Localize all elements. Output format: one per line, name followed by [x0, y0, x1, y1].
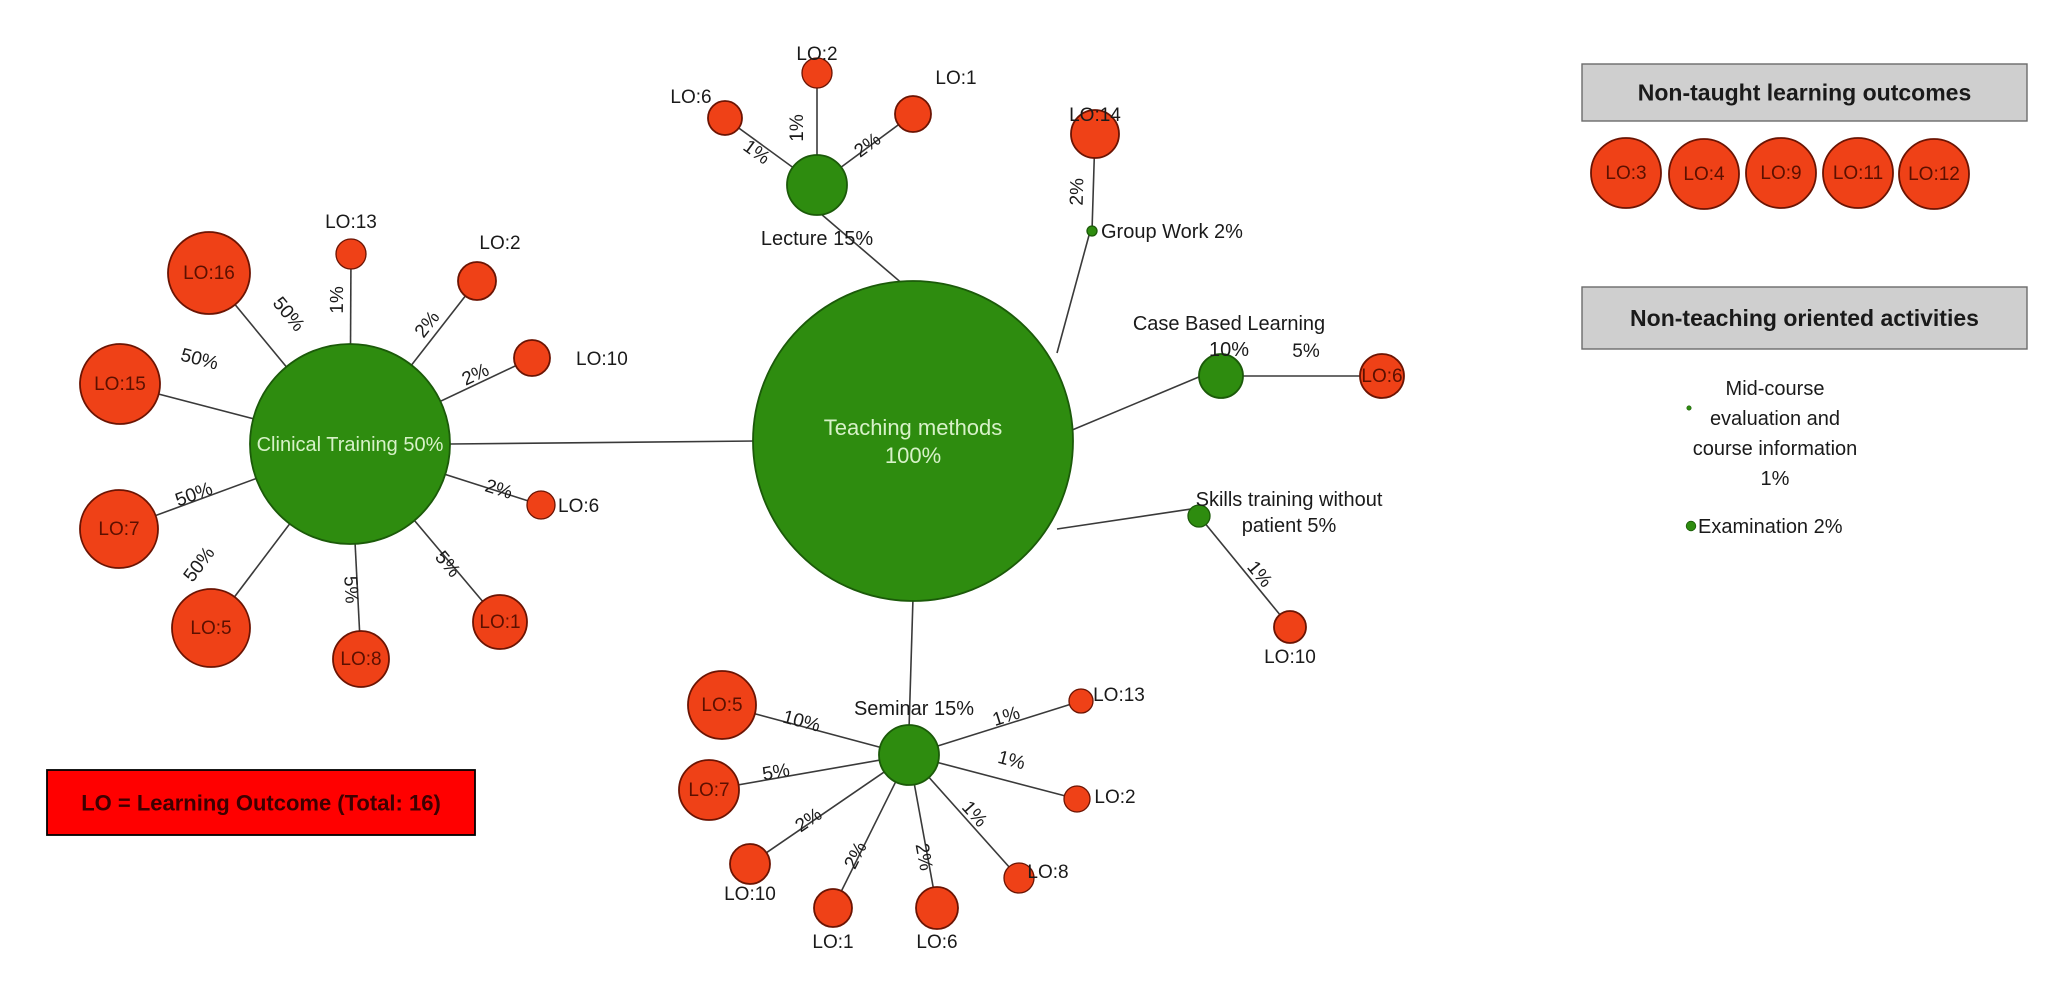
- svg-text:LO:6: LO:6: [558, 496, 599, 517]
- svg-text:1%: 1%: [787, 114, 808, 142]
- svg-text:LO:1: LO:1: [935, 68, 976, 89]
- svg-text:Non-taught learning outcomes: Non-taught learning outcomes: [1638, 80, 1972, 106]
- svg-text:LO:5: LO:5: [190, 618, 231, 639]
- svg-text:50%: 50%: [173, 478, 216, 511]
- svg-text:LO:6: LO:6: [1361, 366, 1402, 387]
- svg-text:LO:14: LO:14: [1069, 105, 1121, 126]
- svg-text:2%: 2%: [911, 842, 937, 873]
- svg-text:2%: 2%: [841, 838, 872, 872]
- svg-text:2%: 2%: [459, 360, 493, 391]
- svg-text:LO:13: LO:13: [1093, 685, 1145, 706]
- svg-text:5%: 5%: [1292, 341, 1320, 362]
- svg-text:Case Based Learning: Case Based Learning: [1133, 313, 1325, 335]
- svg-text:50%: 50%: [180, 543, 220, 586]
- svg-text:10%: 10%: [780, 707, 822, 737]
- svg-text:LO:6: LO:6: [916, 932, 957, 953]
- svg-text:Lecture 15%: Lecture 15%: [761, 228, 874, 250]
- svg-text:LO:6: LO:6: [670, 87, 711, 108]
- svg-text:LO:9: LO:9: [1760, 163, 1801, 184]
- svg-text:LO:3: LO:3: [1605, 163, 1646, 184]
- svg-text:LO:2: LO:2: [796, 44, 837, 65]
- svg-text:Non-teaching oriented activiti: Non-teaching oriented activities: [1630, 305, 1979, 331]
- svg-text:LO:8: LO:8: [1027, 862, 1068, 883]
- svg-text:LO:5: LO:5: [701, 695, 742, 716]
- svg-text:1%: 1%: [995, 747, 1027, 774]
- svg-text:LO = Learning Outcome (Total:: LO = Learning Outcome (Total: 16): [81, 791, 441, 816]
- svg-text:LO:2: LO:2: [479, 233, 520, 254]
- svg-text:2%: 2%: [411, 307, 445, 342]
- svg-text:course information: course information: [1693, 438, 1858, 460]
- svg-text:LO:16: LO:16: [183, 263, 235, 284]
- svg-text:Teaching methods: Teaching methods: [824, 415, 1003, 440]
- svg-text:LO:10: LO:10: [724, 884, 776, 905]
- svg-text:1%: 1%: [327, 286, 348, 314]
- svg-text:LO:11: LO:11: [1833, 163, 1883, 184]
- svg-text:1%: 1%: [957, 797, 991, 832]
- svg-text:LO:7: LO:7: [688, 780, 729, 801]
- svg-text:1%: 1%: [1242, 557, 1276, 592]
- svg-text:2%: 2%: [482, 476, 515, 504]
- svg-text:patient 5%: patient 5%: [1242, 515, 1337, 537]
- svg-text:Seminar 15%: Seminar 15%: [854, 698, 974, 720]
- svg-text:LO:10: LO:10: [1264, 647, 1316, 668]
- svg-text:Examination 2%: Examination 2%: [1698, 516, 1843, 538]
- svg-text:LO:2: LO:2: [1094, 787, 1135, 808]
- svg-text:5%: 5%: [430, 547, 464, 582]
- svg-text:50%: 50%: [178, 345, 220, 375]
- svg-text:LO:7: LO:7: [98, 519, 139, 540]
- svg-text:Clinical Training 50%: Clinical Training 50%: [257, 434, 444, 456]
- svg-text:100%: 100%: [885, 443, 941, 468]
- svg-text:LO:12: LO:12: [1908, 164, 1960, 185]
- svg-text:5%: 5%: [339, 575, 361, 604]
- svg-text:1%: 1%: [739, 136, 774, 169]
- svg-text:5%: 5%: [761, 760, 792, 785]
- svg-text:LO:8: LO:8: [340, 649, 381, 670]
- svg-text:2%: 2%: [1067, 178, 1089, 206]
- svg-text:Group Work 2%: Group Work 2%: [1101, 221, 1243, 243]
- svg-text:LO:10: LO:10: [576, 349, 628, 370]
- svg-text:Mid-course: Mid-course: [1726, 378, 1825, 400]
- svg-text:Skills training without: Skills training without: [1196, 489, 1383, 511]
- svg-text:LO:13: LO:13: [325, 212, 377, 233]
- svg-text:1%: 1%: [990, 703, 1023, 731]
- svg-text:LO:4: LO:4: [1683, 164, 1725, 185]
- svg-text:evaluation and: evaluation and: [1710, 408, 1840, 430]
- svg-text:LO:1: LO:1: [479, 612, 520, 633]
- svg-text:LO:1: LO:1: [812, 932, 853, 953]
- svg-text:1%: 1%: [1761, 468, 1790, 490]
- svg-text:50%: 50%: [268, 293, 308, 336]
- svg-text:10%: 10%: [1209, 339, 1249, 361]
- svg-text:LO:15: LO:15: [94, 374, 146, 395]
